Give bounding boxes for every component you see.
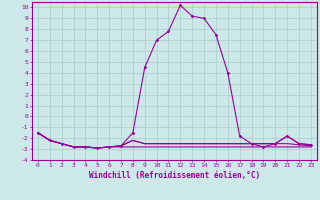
X-axis label: Windchill (Refroidissement éolien,°C): Windchill (Refroidissement éolien,°C) [89, 171, 260, 180]
